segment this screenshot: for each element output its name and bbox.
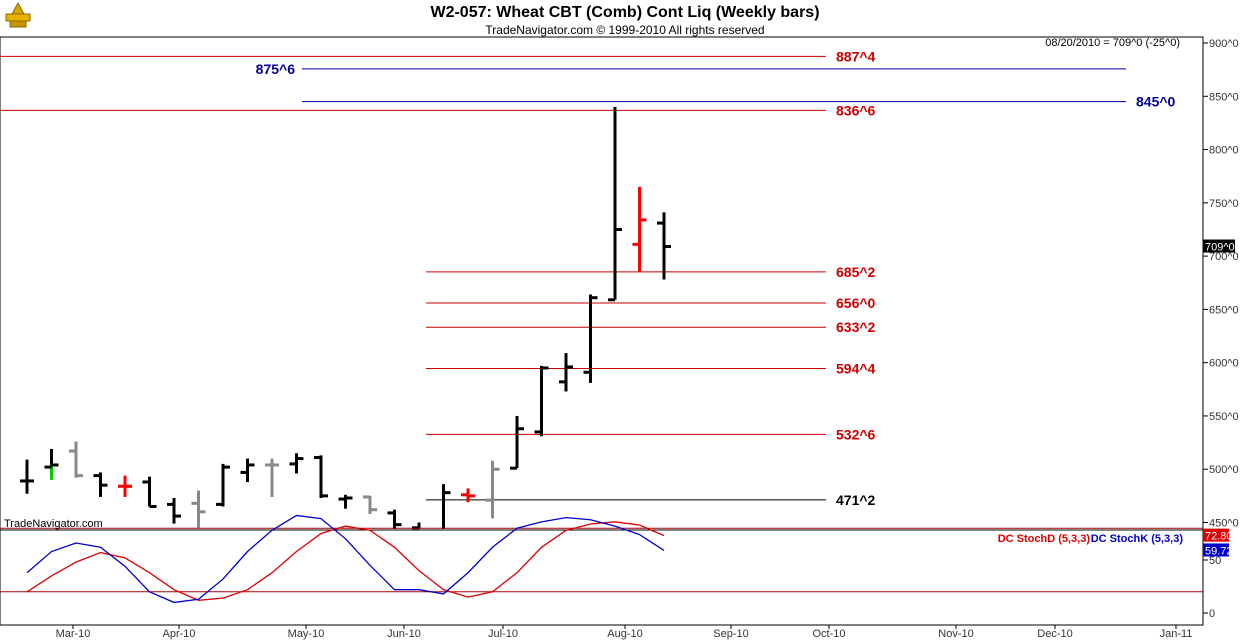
level-label: 836^6 — [836, 102, 876, 118]
stochd-line — [26, 521, 665, 601]
stochk-legend: DC StochK (5,3,3) — [1091, 533, 1184, 545]
ohlc-bar — [93, 472, 108, 497]
ohlc-bar — [265, 458, 279, 497]
ohlc-bar — [485, 460, 500, 519]
ohlc-bar — [240, 458, 255, 483]
date-tick-label: Jul-10 — [488, 628, 518, 640]
watermark-text: TradeNavigator.com — [4, 518, 103, 530]
price-levels: 887^4 875^6 845^0 836^6 685^2 656^0 633^2 594^4… — [0, 48, 1176, 508]
price-panel-frame — [0, 36, 1204, 531]
date-tick-label: Oct-10 — [812, 628, 845, 640]
date-tick-label: Aug-10 — [607, 628, 642, 640]
price-axis: 450^0 500^0 550^0 600^0 650^0 700^0 750^0 800^0… — [1203, 38, 1239, 530]
app-logo[interactable] — [2, 1, 34, 30]
ohlc-bar — [632, 186, 647, 273]
last-price-tag: 709^0 — [1203, 239, 1235, 254]
price-tick-label: 750^0 — [1209, 198, 1239, 210]
level-label: 887^4 — [836, 48, 876, 64]
stochk-value-tag: 59.72 — [1205, 545, 1233, 557]
price-tick-label: 600^0 — [1209, 358, 1239, 370]
ohlc-bar — [442, 484, 451, 529]
date-tick-label: Jan-11 — [1160, 628, 1193, 640]
price-bars — [20, 106, 671, 530]
ohlc-bar — [118, 475, 132, 497]
ohlc-bar — [20, 459, 34, 494]
ohlc-bar — [608, 106, 622, 302]
date-tick-label: Mar-10 — [56, 628, 91, 640]
price-tick-label: 550^0 — [1209, 411, 1239, 423]
level-label: 594^4 — [836, 361, 876, 377]
price-tick-label: 650^0 — [1209, 304, 1239, 316]
level-label: 633^2 — [836, 319, 876, 335]
indicator-tick-label: 50 — [1209, 555, 1221, 567]
level-label: 471^2 — [836, 492, 876, 508]
date-tick-label: Sep-10 — [713, 628, 748, 640]
level-label: 656^0 — [836, 295, 876, 311]
ohlc-bar — [534, 365, 549, 437]
date-tick-label: Jun-10 — [387, 628, 421, 640]
level-label: 875^6 — [256, 61, 296, 77]
ohlc-bar — [387, 509, 402, 529]
ohlc-bar — [289, 453, 304, 474]
copyright-text: TradeNavigator.com © 1999-2010 All right… — [485, 23, 764, 37]
indicator-tick-label: 0 — [1209, 608, 1215, 620]
date-tick-label: Dec-10 — [1037, 628, 1072, 640]
date-tick-label: Nov-10 — [938, 628, 973, 640]
stochk-line — [26, 514, 665, 604]
price-tick-label: 450^0 — [1209, 518, 1239, 530]
ohlc-bar — [657, 212, 671, 280]
ohlc-bar — [314, 455, 328, 498]
date-tick-label: May-10 — [288, 628, 325, 640]
level-label: 845^0 — [1136, 94, 1176, 110]
stochd-legend: DC StochD (5,3,3) — [998, 533, 1091, 545]
ohlc-bar — [191, 490, 206, 528]
chart-title: W2-057: Wheat CBT (Comb) Cont Liq (Weekl… — [430, 4, 819, 21]
ohlc-bar — [363, 495, 377, 514]
price-tick-label: 500^0 — [1209, 464, 1239, 476]
last-bar-info: 08/20/2010 = 709^0 (-25^0) — [1045, 37, 1180, 49]
price-tick-label: 700^0 — [1209, 251, 1239, 263]
ohlc-bar — [559, 353, 573, 392]
stochastic-panel: 0 50 72.80 59.72 — [0, 514, 1233, 620]
ohlc-bar — [44, 448, 59, 480]
price-tick-label: 800^0 — [1209, 145, 1239, 157]
level-label: 685^2 — [836, 264, 876, 280]
ohlc-bar — [167, 497, 181, 524]
ohlc-bar — [216, 463, 230, 507]
ohlc-bar — [583, 294, 598, 383]
ohlc-bar — [510, 415, 524, 470]
ohlc-bar — [142, 476, 157, 509]
price-tick-label: 900^0 — [1209, 38, 1239, 50]
level-label: 532^6 — [836, 426, 876, 442]
svg-text:709^0: 709^0 — [1205, 242, 1235, 254]
ohlc-bar — [338, 494, 353, 509]
price-tick-label: 850^0 — [1209, 91, 1239, 103]
ohlc-bar — [461, 488, 475, 503]
date-axis: Mar-10 Apr-10 May-10 Jun-10 Jul-10 Aug-10 Sep-… — [0, 624, 1203, 640]
date-tick-label: Apr-10 — [162, 628, 195, 640]
stochd-value-tag: 72.80 — [1205, 531, 1233, 543]
ohlc-bar — [69, 441, 83, 478]
